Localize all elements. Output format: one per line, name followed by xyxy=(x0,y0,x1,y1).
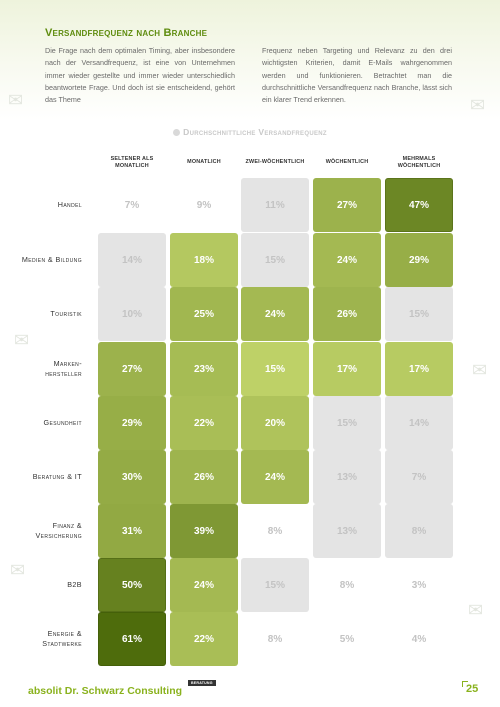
heatmap-cell: 17% xyxy=(313,342,381,396)
column-header: Wöchentlich xyxy=(325,159,369,166)
heatmap-cell: 15% xyxy=(241,342,309,396)
row-header: Energie & Stadtwerke xyxy=(42,629,82,648)
section-title: Versandfrequenz nach Branche xyxy=(45,27,208,39)
envelope-icon: ✉ xyxy=(472,360,488,380)
heatmap-cell: 11% xyxy=(241,178,309,232)
envelope-icon: ✉ xyxy=(468,600,484,620)
heatmap-cell: 17% xyxy=(385,342,453,396)
row-header: Gesundheit xyxy=(43,418,82,427)
footer-logo: absolit Dr. Schwarz Consulting xyxy=(28,685,183,697)
heatmap-cell: 29% xyxy=(385,233,453,287)
heatmap-cell: 24% xyxy=(241,450,309,504)
chart-title: Durchschnittliche Versandfrequenz xyxy=(0,127,500,137)
column-header: Mehrmals wöchentlich xyxy=(397,155,441,170)
heatmap-cell: 22% xyxy=(170,396,238,450)
row-header: Marken-hersteller xyxy=(45,359,82,378)
heatmap-cell: 24% xyxy=(313,233,381,287)
paragraph-left: Die Frage nach dem optimalen Timing, abe… xyxy=(45,46,235,105)
heatmap-cell: 14% xyxy=(98,233,166,287)
heatmap-cell: 8% xyxy=(267,633,283,645)
heatmap-cell: 7% xyxy=(124,199,140,211)
heatmap-cell: 15% xyxy=(241,233,309,287)
heatmap-cell: 8% xyxy=(385,504,453,558)
heatmap-cell: 8% xyxy=(339,579,355,591)
paragraph-right: Frequenz neben Targeting und Relevanz zu… xyxy=(262,46,452,105)
row-header: Touristik xyxy=(50,309,82,318)
row-header: B2B xyxy=(67,580,82,589)
column-header: Seltener als monatlich xyxy=(110,155,154,170)
heatmap-cell: 14% xyxy=(385,396,453,450)
heatmap-cell: 10% xyxy=(98,287,166,341)
heatmap-cell: 27% xyxy=(98,342,166,396)
chart-title-dot xyxy=(173,129,181,137)
heatmap-cell: 15% xyxy=(313,396,381,450)
heatmap-cell: 23% xyxy=(170,342,238,396)
heatmap-cell: 31% xyxy=(98,504,166,558)
heatmap-cell: 8% xyxy=(267,525,283,537)
heatmap-cell: 7% xyxy=(385,450,453,504)
heatmap-cell: 24% xyxy=(241,287,309,341)
page-corner-mark xyxy=(462,681,468,687)
heatmap-cell: 9% xyxy=(196,199,212,211)
heatmap-cell: 27% xyxy=(313,178,381,232)
heatmap-cell: 3% xyxy=(411,579,427,591)
heatmap-cell: 24% xyxy=(170,558,238,612)
row-header: Handel xyxy=(57,200,82,209)
heatmap-cell: 25% xyxy=(170,287,238,341)
column-header: Zwei-wöchentlich xyxy=(245,159,305,166)
heatmap-cell: 20% xyxy=(241,396,309,450)
heatmap-cell: 4% xyxy=(411,633,427,645)
heatmap-cell: 13% xyxy=(313,450,381,504)
envelope-icon: ✉ xyxy=(470,95,486,115)
chart-title-text: Durchschnittliche Versandfrequenz xyxy=(183,127,327,137)
row-header: Finanz & Versicherung xyxy=(35,521,82,540)
heatmap-cell: 39% xyxy=(170,504,238,558)
heatmap-cell: 26% xyxy=(170,450,238,504)
heatmap-cell: 61% xyxy=(98,612,166,666)
row-header: Beratung & IT xyxy=(32,472,82,481)
heatmap-cell: 18% xyxy=(170,233,238,287)
row-header: Medien & Bildung xyxy=(21,255,82,264)
heatmap-cell: 15% xyxy=(385,287,453,341)
page-number: 25 xyxy=(466,683,479,695)
heatmap-cell: 47% xyxy=(385,178,453,232)
column-header: Monatlich xyxy=(187,159,221,166)
envelope-icon: ✉ xyxy=(10,560,26,580)
heatmap-cell: 26% xyxy=(313,287,381,341)
header-band xyxy=(0,0,500,120)
heatmap-cell: 13% xyxy=(313,504,381,558)
heatmap-cell: 29% xyxy=(98,396,166,450)
footer-badge: BERATUNG xyxy=(188,680,216,686)
heatmap-cell: 22% xyxy=(170,612,238,666)
envelope-icon: ✉ xyxy=(8,90,24,110)
heatmap-cell: 5% xyxy=(339,633,355,645)
heatmap-cell: 15% xyxy=(241,558,309,612)
heatmap-cell: 50% xyxy=(98,558,166,612)
envelope-icon: ✉ xyxy=(14,330,30,350)
heatmap-cell: 30% xyxy=(98,450,166,504)
